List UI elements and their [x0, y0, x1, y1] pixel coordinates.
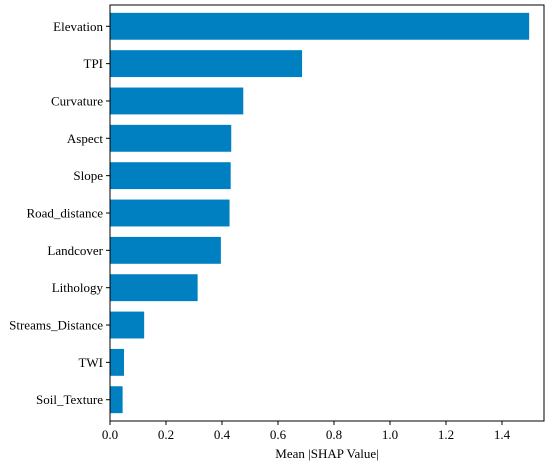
y-tick-label: Lithology	[52, 280, 104, 295]
bar-streams-distance	[110, 311, 145, 339]
bar-soil-texture	[110, 386, 123, 414]
x-axis-ticks: 0.0 0.2 0.4 0.6 0.8 1.0 1.2 1.4	[102, 421, 511, 442]
bar-tpi	[110, 50, 303, 78]
bar-twi	[110, 348, 124, 376]
bar-road-distance	[110, 199, 230, 227]
x-tick-label: 0.4	[214, 427, 231, 442]
y-tick-label: Slope	[73, 168, 103, 183]
bar-lithology	[110, 274, 198, 302]
bar-landcover	[110, 236, 221, 264]
x-tick-label: 1.0	[382, 427, 398, 442]
x-tick-label: 1.2	[438, 427, 454, 442]
y-tick-label: Landcover	[47, 243, 103, 258]
y-tick-label: Streams_Distance	[9, 318, 103, 333]
x-tick-label: 1.4	[494, 427, 511, 442]
y-tick-label: Curvature	[51, 93, 103, 108]
x-tick-label: 0.0	[102, 427, 118, 442]
bars-group	[110, 12, 530, 414]
bar-curvature	[110, 87, 244, 115]
y-tick-label: TPI	[84, 56, 104, 71]
y-tick-label: TWI	[78, 355, 103, 370]
bar-elevation	[110, 12, 530, 40]
y-tick-label: Aspect	[67, 131, 103, 146]
x-tick-label: 0.6	[270, 427, 287, 442]
bar-slope	[110, 162, 231, 190]
x-tick-label: 0.2	[158, 427, 174, 442]
x-axis-label: Mean |SHAP Value|	[275, 446, 378, 461]
x-tick-label: 0.8	[326, 427, 342, 442]
bar-aspect	[110, 124, 232, 152]
y-tick-label: Soil_Texture	[36, 392, 103, 407]
plot-frame	[109, 4, 545, 422]
y-tick-label: Road_distance	[26, 206, 103, 221]
y-axis-ticks: Elevation TPI Curvature Aspect Slope Road_dis…	[9, 19, 110, 407]
y-tick-label: Elevation	[53, 19, 103, 34]
